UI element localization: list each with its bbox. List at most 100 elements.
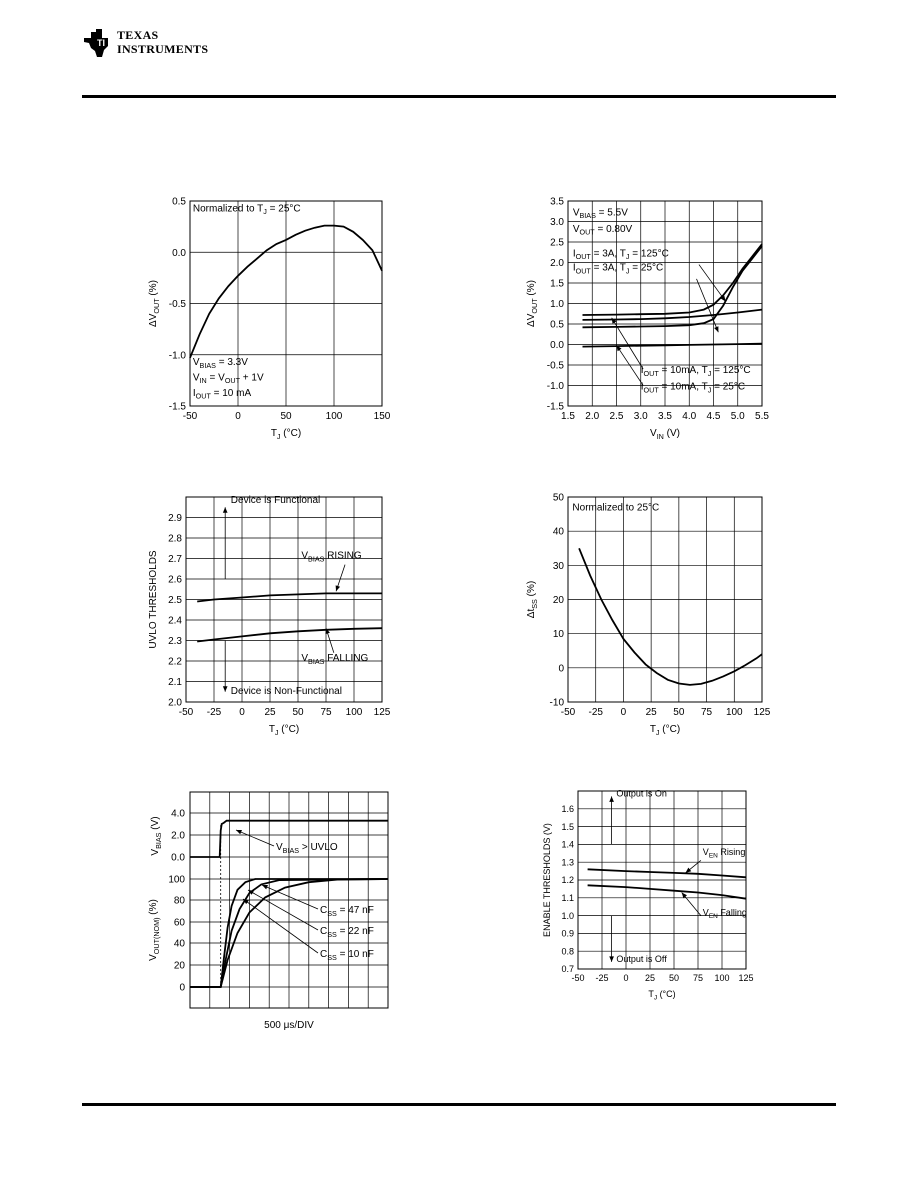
annotation: VBIAS​ FALLING (301, 653, 368, 666)
arrow-head (243, 899, 249, 905)
chart-6: -50 -25 0 25 50 75 100 125 0.7 0.8 0.9 1.0 1.1 1.2 1.3… (542, 788, 754, 1001)
x-tick-label: 5.0 (731, 411, 745, 422)
x-tick-label: -50 (183, 411, 198, 422)
series-line-2 (197, 627, 383, 643)
y-tick-label: -1.5 (547, 402, 565, 413)
annotation: Normalized to 25°C (572, 503, 659, 514)
y-tick-label: 20 (174, 961, 186, 972)
arrow-47nf (261, 884, 319, 910)
arrow-head (609, 796, 614, 802)
x-tick-label: 125 (374, 707, 391, 718)
annotation: VIN​ = VOUT​ + 1V (193, 372, 264, 385)
chart-3: -50 -25 0 25 50 75 100 125 2.0 2.1 2.2 2.3 2.4 2.5 2.6… (148, 495, 391, 737)
annotation: VBIAS​ > UVLO (276, 842, 338, 855)
x-tick-label: 150 (374, 411, 391, 422)
y-tick-label: 2.3 (168, 636, 182, 647)
y-tick-label: 1.3 (561, 857, 574, 867)
arrow-shaft (616, 345, 644, 386)
y-tick-label: 40 (174, 939, 186, 950)
y-tick-label: 100 (168, 875, 185, 886)
annotation: VBIAS​ = 5.5V (573, 207, 628, 220)
y-tick-label: 40 (553, 527, 565, 538)
x-axis-label: VIN​ (V) (650, 428, 680, 441)
x-tick-label: 75 (320, 707, 332, 718)
arrow-3a-25 (696, 278, 719, 333)
x-tick-label: 2.5 (610, 411, 624, 422)
x-tick-label: -50 (571, 973, 584, 983)
y-tick-label: -10 (550, 698, 565, 709)
x-tick-label: -25 (207, 707, 222, 718)
y-tick-label: 2.6 (168, 575, 182, 586)
arrow-head (720, 295, 726, 302)
x-tick-label: 50 (280, 411, 292, 422)
arrow-head (248, 890, 254, 895)
x-tick-label: 2.0 (585, 411, 599, 422)
y-tick-label: 2.0 (168, 698, 182, 709)
x-axis-label: TJ​ (°C) (648, 989, 675, 1002)
annotation: Output is Off (616, 954, 667, 964)
series-line-2 (587, 884, 747, 900)
series-line-1 (190, 819, 388, 858)
y-tick-label: 3.5 (550, 197, 564, 208)
y-axis-label: ENABLE THRESHOLDS (V) (542, 823, 552, 937)
arrow-shaft (698, 264, 726, 302)
y-tick-label: 1.5 (561, 822, 574, 832)
x-tick-label: 100 (714, 973, 729, 983)
plot-frame (185, 496, 383, 703)
x-tick-label: 1.5 (561, 411, 575, 422)
annotation: VEN​ Falling (703, 908, 747, 921)
x-tick-label: 3.5 (658, 411, 672, 422)
plot-frame (567, 496, 763, 703)
x-tick-label: 125 (754, 707, 771, 718)
y-tick-label: 50 (553, 493, 565, 504)
y-tick-label: 2.8 (168, 534, 182, 545)
plot-frame (567, 200, 763, 407)
x-tick-label: 25 (646, 707, 658, 718)
chart-1: -50 0 50 100 150 -1.5 -1.0 -0.5 0.0 0.5 TJ​ (°C) ΔV… (148, 197, 391, 441)
y-tick-label: 2.9 (168, 513, 182, 524)
x-tick-label: 75 (701, 707, 713, 718)
arrow-shaft (247, 889, 319, 931)
arrow-head (262, 885, 268, 890)
arrow-head (685, 867, 692, 873)
y-tick-label: 1.0 (561, 911, 574, 921)
arrow-head (616, 345, 622, 352)
x-tick-label: 100 (346, 707, 363, 718)
y-tick-label: 1.5 (550, 279, 564, 290)
arrow-3a-125 (698, 264, 726, 302)
arrow-non-functional (222, 640, 228, 692)
annotation: IOUT​ = 10 mA (193, 388, 252, 401)
plot-frame (189, 791, 389, 1009)
annotation: VOUT​ = 0.80V (573, 224, 633, 237)
series-line-1 (189, 224, 383, 359)
annotation: VBIAS​ RISING (301, 551, 362, 564)
x-tick-label: -50 (561, 707, 576, 718)
series-line-1 (582, 243, 763, 316)
series-line-1 (578, 547, 763, 686)
arrow-shaft (242, 898, 319, 954)
annotation: Device is Non-Functional (231, 686, 342, 697)
x-tick-label: 25 (645, 973, 655, 983)
annotation: CSS​ = 10 nF (320, 949, 374, 962)
y-tick-label: 10 (553, 629, 565, 640)
series-line-1 (587, 868, 747, 879)
arrow-falling (325, 628, 335, 653)
x-axis-label: TJ​ (°C) (269, 724, 299, 737)
arrow-functional (222, 507, 228, 579)
annotation: IOUT​ = 10mA, TJ​ = 25°C (641, 382, 745, 395)
x-tick-label: 50 (292, 707, 304, 718)
ti-logo-icon: TI (84, 29, 108, 57)
x-tick-label: 4.0 (682, 411, 696, 422)
chart-2: 1.5 2.0 2.5 3.0 3.5 4.0 4.5 5.0 5.5 -1.5 -1.0 -0.5 0… (526, 197, 769, 441)
arrow-shaft (611, 317, 644, 370)
y-tick-label: -1.0 (169, 350, 187, 361)
series-line-1 (197, 592, 382, 603)
y-tick-label: 0.5 (172, 197, 186, 208)
annotation: IOUT​ = 3A, TJ​ = 125°C (573, 248, 669, 261)
annotation: IOUT​ = 10mA, TJ​ = 125°C (641, 365, 751, 378)
y-tick-label: 0.9 (561, 929, 574, 939)
y-tick-label: 80 (174, 896, 186, 907)
x-tick-label: -50 (179, 707, 194, 718)
y-tick-label: 0 (558, 663, 564, 674)
x-tick-label: 25 (264, 707, 276, 718)
